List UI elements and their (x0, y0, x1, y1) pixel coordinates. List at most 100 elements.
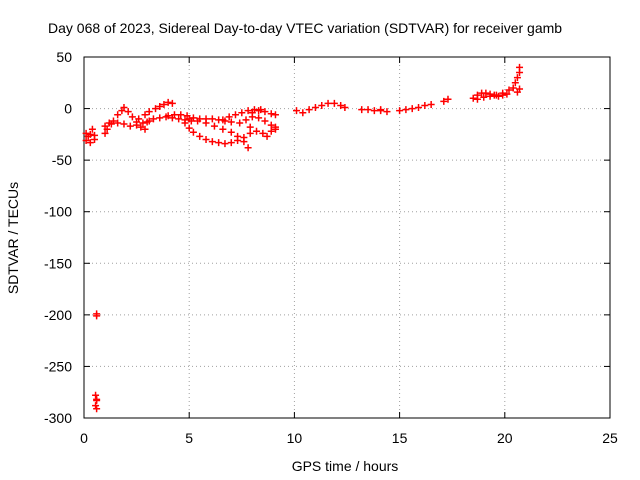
data-point (82, 137, 90, 145)
y-tick-label: -250 (44, 358, 72, 374)
data-point (86, 130, 94, 138)
data-point (246, 129, 254, 137)
x-tick-label: 15 (392, 430, 408, 446)
data-point (358, 106, 366, 114)
data-point (324, 99, 332, 107)
y-tick-label: -100 (44, 204, 72, 220)
data-point (261, 117, 269, 125)
data-point (185, 124, 193, 132)
data-point (242, 116, 250, 124)
x-tick-label: 10 (287, 430, 303, 446)
y-tick-label: 0 (64, 101, 72, 117)
data-point (137, 123, 145, 131)
data-point (255, 107, 263, 115)
y-tick-label: -300 (44, 410, 72, 426)
data-point (93, 312, 101, 320)
data-point (263, 132, 271, 140)
chart-title: Day 068 of 2023, Sidereal Day-to-day VTE… (48, 20, 562, 36)
data-point (156, 114, 164, 122)
x-axis-label: GPS time / hours (292, 458, 399, 474)
data-point (244, 144, 252, 152)
data-point (225, 113, 233, 121)
data-point (92, 391, 100, 399)
data-point (114, 111, 122, 119)
data-point (194, 117, 202, 125)
data-point (219, 125, 227, 133)
plot-frame (83, 56, 611, 419)
data-point (516, 63, 524, 71)
data-point (271, 123, 279, 131)
data-point (267, 110, 275, 118)
data-point (318, 101, 326, 109)
data-point (469, 94, 477, 102)
data-point (227, 118, 235, 126)
x-tick-label: 20 (497, 430, 513, 446)
grid (84, 57, 610, 418)
data-point (227, 139, 235, 147)
data-point (503, 90, 511, 98)
data-point (311, 104, 319, 112)
data-point (185, 115, 193, 123)
data-point (513, 88, 521, 96)
y-tick-label: -200 (44, 307, 72, 323)
data-point (305, 106, 313, 114)
data-point (168, 99, 176, 107)
data-point (145, 108, 153, 116)
data-point (246, 123, 254, 131)
data-point (240, 138, 248, 146)
data-point (299, 109, 307, 117)
y-tick-labels: 50 0 -50 -100 -150 -200 -250 -300 (44, 49, 72, 426)
data-point (253, 127, 261, 135)
data-point (210, 122, 218, 130)
data-point (444, 95, 452, 103)
data-point (499, 89, 507, 97)
x-tick-label: 25 (602, 430, 618, 446)
data-point (139, 119, 147, 127)
data-point (509, 84, 517, 92)
data-point (208, 138, 216, 146)
data-point (128, 113, 136, 121)
data-point (341, 104, 349, 112)
data-point (149, 115, 157, 123)
data-point (421, 101, 429, 109)
data-point (202, 136, 210, 144)
data-point (88, 125, 96, 133)
data-point (175, 115, 183, 123)
data-point (107, 120, 115, 128)
data-point (408, 105, 416, 113)
data-point (244, 107, 252, 115)
data-point (135, 115, 143, 123)
y-tick-label: -50 (52, 152, 72, 168)
data-point (133, 121, 141, 129)
data-point (337, 101, 345, 109)
data-point (511, 79, 519, 87)
data-point (164, 112, 172, 120)
data-point (177, 111, 185, 119)
data-point (482, 89, 490, 97)
data-point (415, 104, 423, 112)
data-point (513, 74, 521, 82)
data-point (196, 132, 204, 140)
data-point (238, 109, 246, 117)
data-point (330, 99, 338, 107)
data-point (480, 93, 488, 101)
data-point (181, 119, 189, 127)
axis-ticks (83, 56, 611, 419)
data-point (91, 131, 99, 139)
y-axis-label: SDTVAR / TECUs (5, 182, 21, 294)
data-point (120, 104, 128, 112)
data-point (383, 108, 391, 116)
data-point (255, 114, 263, 122)
data-point (377, 106, 385, 114)
data-point (227, 128, 235, 136)
y-tick-label: -150 (44, 255, 72, 271)
data-point (86, 139, 94, 147)
data-point (160, 100, 168, 108)
data-point (170, 111, 178, 119)
data-point (236, 119, 244, 127)
data-point (120, 120, 128, 128)
data-point (208, 115, 216, 123)
data-point (164, 98, 172, 106)
x-tick-label: 0 (80, 430, 88, 446)
